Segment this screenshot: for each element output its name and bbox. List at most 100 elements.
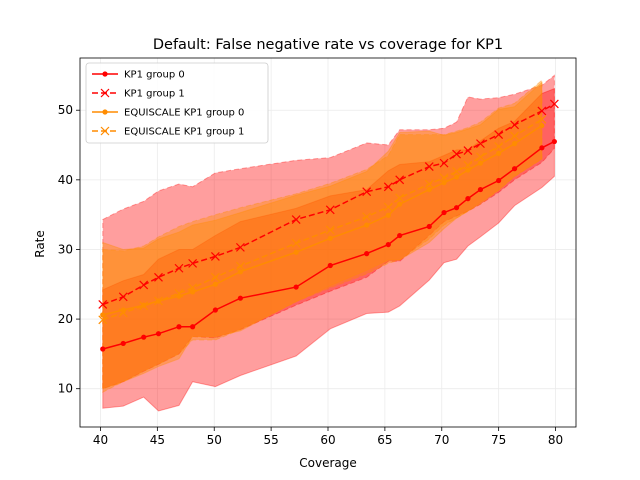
data-point-2-20	[510, 120, 519, 130]
data-point-4-9	[291, 238, 301, 248]
x-marker-stroke	[494, 130, 504, 140]
data-point-2-8	[235, 242, 245, 252]
data-point-1-13	[397, 232, 403, 239]
data-point-3-7	[212, 281, 218, 287]
data-point-2-13	[395, 175, 405, 185]
data-point-1-12	[385, 241, 391, 248]
y-tick-label: 50	[58, 103, 73, 117]
x-marker-stroke	[395, 175, 405, 185]
data-point-2-3	[139, 280, 149, 290]
data-point-1-4	[155, 331, 162, 337]
data-point-1-2	[120, 340, 126, 347]
data-point-1-16	[453, 205, 460, 211]
x-marker-stroke	[100, 88, 110, 98]
data-point-2-17	[463, 146, 473, 156]
x-tick-label: 65	[377, 433, 392, 447]
data-point-2-6	[188, 258, 198, 268]
data-point-1-20	[511, 166, 518, 172]
x-tick-label: 80	[548, 433, 563, 447]
data-point-2-18	[476, 139, 485, 149]
x-tick-label: 60	[320, 433, 335, 447]
data-point-4-2	[118, 308, 128, 318]
data-point-2-10	[325, 205, 335, 215]
x-marker-stroke	[463, 160, 473, 170]
x-marker-stroke	[383, 202, 393, 212]
data-point-4-4	[154, 296, 163, 306]
data-point-2-2	[118, 292, 128, 302]
x-marker-stroke	[395, 193, 405, 203]
legend: KP1 group 0 KP1 group 1 EQUISCALE KP1 grou…	[85, 62, 269, 144]
data-point-2-5	[174, 263, 184, 273]
x-marker-stroke	[452, 149, 461, 159]
x-marker-stroke	[139, 301, 149, 311]
data-point-1-17	[465, 196, 471, 202]
y-tick-label: 30	[58, 242, 73, 256]
data-point-1-10	[327, 262, 333, 269]
x-marker-stroke	[463, 146, 473, 156]
series-line-1	[102, 140, 555, 350]
series-line-2	[102, 103, 555, 306]
chart-title: Default: False negative rate vs coverage…	[153, 37, 503, 53]
x-marker-stroke	[537, 114, 547, 124]
data-point-3-13	[397, 201, 403, 207]
data-point-4-10	[325, 225, 335, 235]
x-marker-stroke	[476, 152, 485, 162]
x-marker-stroke	[188, 258, 198, 268]
x-tick-label: 75	[491, 433, 506, 447]
data-point-2-19	[494, 130, 504, 140]
x-marker-stroke	[154, 272, 163, 282]
data-point-3-20	[511, 141, 518, 147]
y-tick-label: 40	[58, 173, 73, 187]
legend-marker-1	[102, 71, 108, 77]
x-axis-label: Coverage	[299, 456, 357, 470]
confidence-band-1	[102, 87, 555, 412]
data-point-3-15	[441, 180, 447, 186]
data-point-3-10	[327, 235, 333, 241]
data-point-1-22	[551, 138, 557, 145]
x-marker-stroke	[424, 179, 434, 189]
data-point-2-15	[439, 158, 449, 168]
x-marker-stroke	[210, 252, 220, 261]
x-marker-stroke	[510, 131, 519, 141]
legend-label-2: KP1 group 1	[124, 89, 185, 100]
x-marker-stroke	[118, 308, 128, 318]
x-marker-stroke	[188, 283, 198, 293]
data-point-4-16	[452, 167, 461, 176]
x-marker-stroke	[362, 187, 372, 197]
x-tick-label: 40	[93, 433, 108, 447]
x-marker-stroke	[118, 292, 128, 302]
data-point-2-16	[452, 149, 461, 159]
y-tick-label: 20	[58, 312, 73, 326]
data-point-3-5	[176, 293, 182, 299]
legend-label-3: EQUISCALE KP1 group 0	[124, 108, 244, 119]
legend-box	[85, 62, 269, 144]
x-marker-stroke	[510, 120, 519, 130]
confidence-band-4	[102, 79, 543, 394]
data-point-1-5	[176, 324, 182, 330]
x-marker-stroke	[139, 280, 149, 290]
data-point-3-9	[293, 249, 299, 255]
data-point-1-19	[496, 177, 502, 184]
x-marker-stroke	[98, 315, 108, 325]
x-tick-label: 70	[434, 433, 449, 447]
data-point-2-11	[362, 187, 372, 197]
data-point-4-5	[174, 288, 184, 298]
data-point-4-3	[139, 301, 149, 311]
data-point-2-22	[549, 99, 559, 109]
data-point-1-7	[212, 307, 218, 313]
x-marker-stroke	[100, 126, 110, 136]
x-tick-label: 45	[150, 433, 165, 447]
legend-marker-2	[100, 88, 110, 98]
data-point-4-12	[383, 202, 393, 212]
data-point-2-1	[98, 300, 108, 309]
data-point-4-6	[188, 283, 198, 293]
x-marker-stroke	[235, 242, 245, 252]
data-point-4-8	[235, 261, 245, 271]
data-point-4-18	[476, 152, 485, 162]
data-point-3-14	[426, 186, 432, 193]
x-marker-stroke	[494, 141, 504, 151]
data-point-2-7	[210, 252, 220, 261]
y-tick-label: 10	[58, 382, 73, 396]
y-axis-label: Rate	[33, 230, 47, 258]
